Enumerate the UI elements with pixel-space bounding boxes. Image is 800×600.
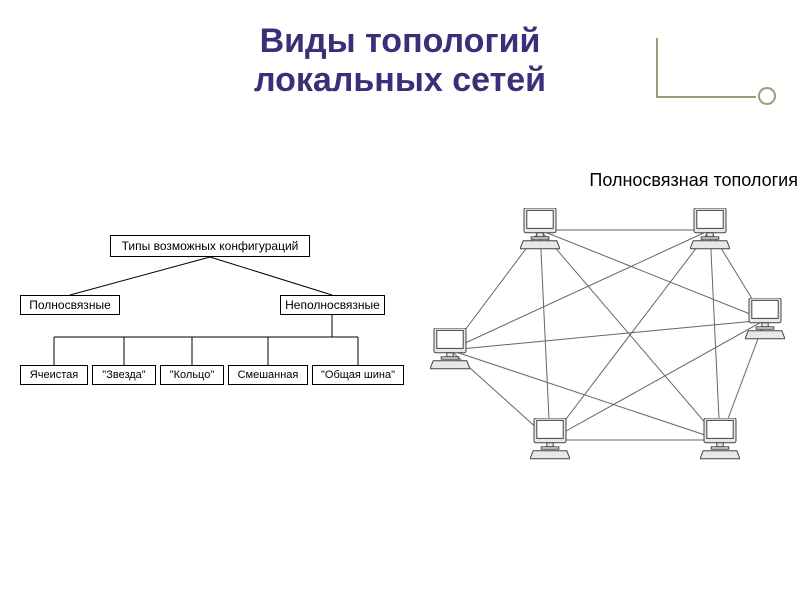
tree-diagram: Типы возможных конфигураций Полносвязные Н… [20, 235, 400, 405]
title-line-1: Виды топологий [260, 22, 541, 60]
computer-node-5 [430, 328, 470, 372]
computer-icon [430, 328, 470, 372]
computer-icon [700, 418, 740, 462]
computer-icon [745, 298, 785, 342]
tree-leaf-0: Ячеистая [20, 365, 88, 385]
tree-root: Типы возможных конфигураций [110, 235, 310, 257]
tree-leaf-1: "Звезда" [92, 365, 156, 385]
title-line-2: локальных сетей [254, 61, 546, 99]
decoration-hline [656, 96, 756, 98]
computer-node-2 [745, 298, 785, 342]
slide-title: Виды топологий локальных сетей [0, 22, 800, 100]
subtitle: Полносвязная топология [589, 170, 800, 191]
computer-node-3 [700, 418, 740, 462]
tree-level2-full: Полносвязные [20, 295, 120, 315]
tree-leaf-2: "Кольцо" [160, 365, 224, 385]
computer-icon [690, 208, 730, 252]
decoration-bullet [758, 87, 776, 105]
computer-icon [520, 208, 560, 252]
slide: Виды топологий локальных сетей Полносвяз… [0, 0, 800, 600]
network-diagram [420, 198, 790, 478]
decoration-vline [656, 38, 658, 98]
computer-node-4 [530, 418, 570, 462]
computer-node-0 [520, 208, 560, 252]
computer-icon [530, 418, 570, 462]
tree-leaf-4: "Общая шина" [312, 365, 404, 385]
computer-node-1 [690, 208, 730, 252]
tree-leaf-3: Смешанная [228, 365, 308, 385]
tree-level2-notfull: Неполносвязные [280, 295, 385, 315]
